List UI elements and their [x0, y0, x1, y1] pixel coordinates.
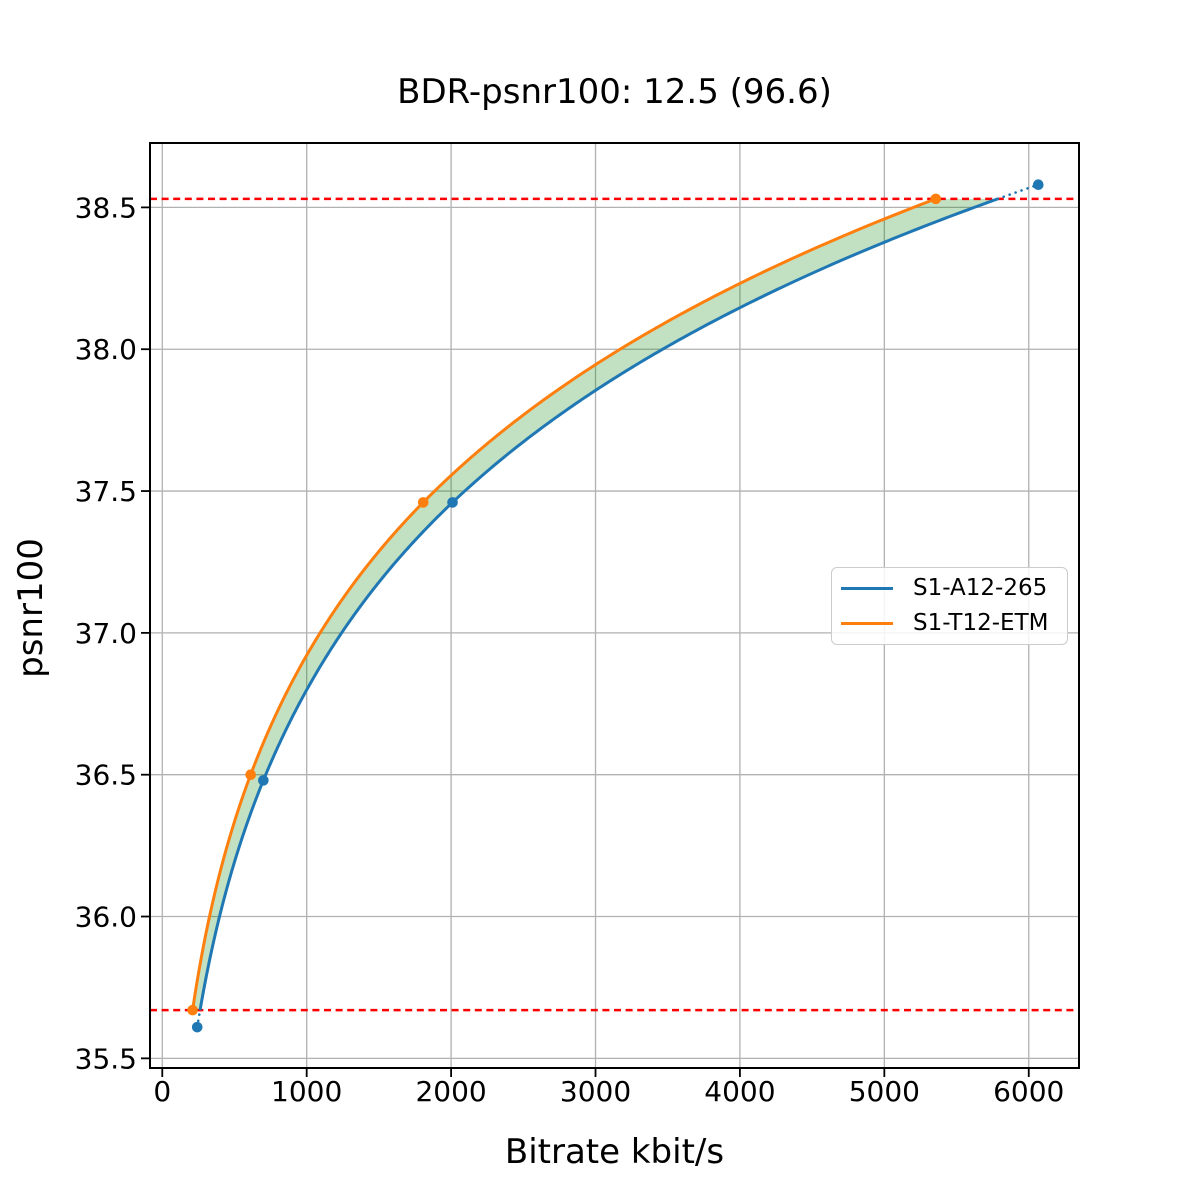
- x-tick-label-4000: 4000: [704, 1075, 775, 1108]
- y-tick-label-36.5: 36.5: [75, 759, 137, 792]
- series-marker-S1-A12-265: [1032, 179, 1044, 190]
- x-axis-label: Bitrate kbit/s: [504, 1132, 725, 1172]
- series-marker-S1-T12-ETM: [245, 769, 256, 781]
- y-tick-label-35.5: 35.5: [75, 1042, 137, 1075]
- x-tick-label-3000: 3000: [560, 1075, 631, 1108]
- y-tick-label-38.5: 38.5: [75, 191, 137, 224]
- series-marker-S1-A12-265: [447, 497, 458, 508]
- series-marker-S1-A12-265: [191, 1021, 203, 1033]
- legend-label: S1-A12-265: [913, 575, 1048, 601]
- chart-title: BDR-psnr100: 12.5 (96.6): [397, 72, 832, 112]
- legend-line-sample-orange: [841, 622, 893, 625]
- legend-line-sample-blue: [841, 587, 893, 590]
- y-tick-label-37.5: 37.5: [75, 475, 137, 508]
- y-tick-label-36: 36.0: [75, 901, 137, 934]
- dotted-extension-high-S1-A12-265: [996, 183, 1040, 201]
- series-marker-S1-T12-ETM: [930, 193, 942, 205]
- legend-item: S1-A12-265: [832, 576, 1067, 602]
- series-marker-S1-T12-ETM: [187, 1004, 198, 1016]
- x-tick-label-0: 0: [153, 1075, 171, 1108]
- legend-item: S1-T12-ETM: [832, 611, 1067, 637]
- x-tick-label-2000: 2000: [415, 1075, 486, 1108]
- y-tick-label-37: 37.0: [75, 617, 137, 650]
- series-marker-S1-T12-ETM: [417, 497, 429, 508]
- axes-spines: [149, 142, 1080, 1069]
- legend: S1-A12-265 S1-T12-ETM: [831, 567, 1068, 645]
- x-tick-label-5000: 5000: [849, 1075, 920, 1108]
- series-marker-S1-A12-265: [258, 775, 269, 786]
- y-axis-label: psnr100: [11, 538, 51, 678]
- y-tick-label-38: 38.0: [75, 333, 137, 366]
- series-line-S1-T12-ETM: [191, 197, 937, 1011]
- x-tick-label-1000: 1000: [271, 1075, 342, 1108]
- series-line-S1-A12-265: [198, 197, 999, 1011]
- x-tick-label-6000: 6000: [993, 1075, 1064, 1108]
- legend-label: S1-T12-ETM: [913, 610, 1049, 636]
- bd-gap-fill: [192, 198, 998, 1011]
